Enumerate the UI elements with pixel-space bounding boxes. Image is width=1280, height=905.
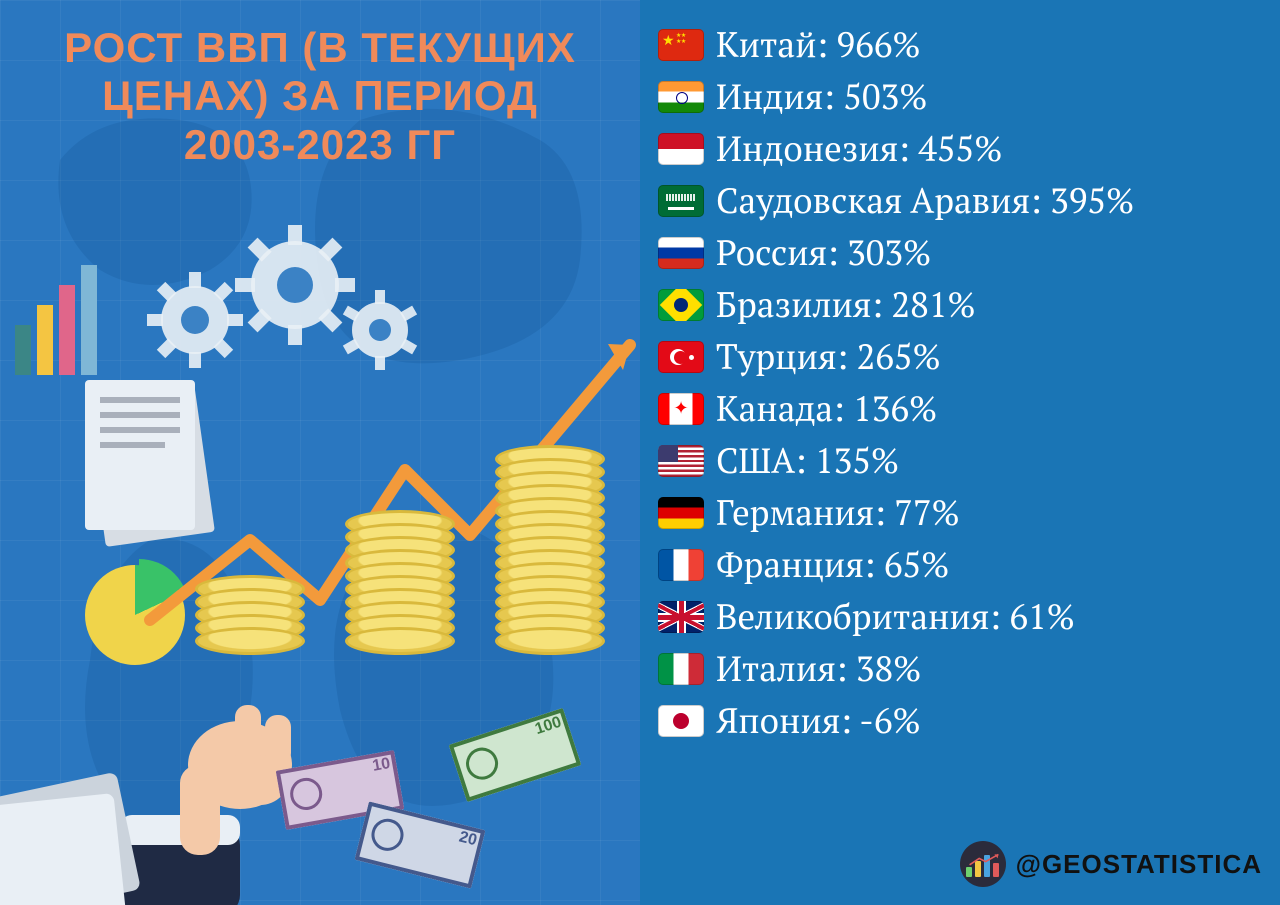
country-row: Канада: 136% (658, 386, 1262, 432)
country-label: США: 135% (716, 438, 899, 484)
country-label: Италия: 38% (716, 646, 921, 692)
country-label: Япония: -6% (716, 698, 921, 744)
right-panel: Китай: 966% Индия: 503% Индонезия: 455% Сау… (640, 0, 1280, 905)
flag-br-icon (658, 289, 704, 321)
bill-denomination: 10 (371, 755, 392, 776)
flag-sa-icon (658, 185, 704, 217)
country-label: Индия: 503% (716, 74, 927, 120)
folder-icon (0, 745, 150, 905)
mini-bar-chart-icon (15, 255, 105, 375)
country-label: Франция: 65% (716, 542, 949, 588)
country-label: Россия: 303% (716, 230, 931, 276)
country-row: Индия: 503% (658, 74, 1262, 120)
country-row: Россия: 303% (658, 230, 1262, 276)
coin-stack (345, 510, 455, 668)
flag-jp-icon (658, 705, 704, 737)
title-line: РОСТ ВВП (В ТЕКУЩИХ (30, 24, 610, 72)
country-row: Франция: 65% (658, 542, 1262, 588)
coin-stack (195, 575, 305, 668)
country-row: Япония: -6% (658, 698, 1262, 744)
title-line: ЦЕНАХ) ЗА ПЕРИОД (30, 72, 610, 120)
flag-in-icon (658, 81, 704, 113)
country-row: США: 135% (658, 438, 1262, 484)
flag-it-icon (658, 653, 704, 685)
country-label: Бразилия: 281% (716, 282, 976, 328)
infographic-title: РОСТ ВВП (В ТЕКУЩИХ ЦЕНАХ) ЗА ПЕРИОД 200… (0, 0, 640, 169)
bill-denomination: 100 (533, 714, 564, 739)
source-logo-icon (960, 841, 1006, 887)
country-label: Китай: 966% (716, 22, 921, 68)
country-row: Турция: 265% (658, 334, 1262, 380)
coin-stack (495, 445, 605, 668)
flag-cn-icon (658, 29, 704, 61)
title-line: 2003-2023 ГГ (30, 121, 610, 169)
country-row: Великобритания: 61% (658, 594, 1262, 640)
flag-de-icon (658, 497, 704, 529)
country-list: Китай: 966% Индия: 503% Индонезия: 455% Сау… (658, 22, 1262, 833)
bill-denomination: 20 (457, 829, 479, 851)
flag-fr-icon (658, 549, 704, 581)
country-row: Саудовская Аравия: 395% (658, 178, 1262, 224)
country-label: Индонезия: 455% (716, 126, 1002, 172)
country-row: Китай: 966% (658, 22, 1262, 68)
flag-id-icon (658, 133, 704, 165)
country-label: Турция: 265% (716, 334, 941, 380)
country-row: Италия: 38% (658, 646, 1262, 692)
country-label: Великобритания: 61% (716, 594, 1075, 640)
left-panel: РОСТ ВВП (В ТЕКУЩИХ ЦЕНАХ) ЗА ПЕРИОД 200… (0, 0, 640, 905)
source-handle: @GEOSTATISTICA (1016, 849, 1262, 880)
flag-gb-icon (658, 601, 704, 633)
country-label: Саудовская Аравия: 395% (716, 178, 1134, 224)
country-row: Бразилия: 281% (658, 282, 1262, 328)
flag-tr-icon (658, 341, 704, 373)
footer: @GEOSTATISTICA (658, 833, 1262, 887)
country-label: Германия: 77% (716, 490, 960, 536)
country-row: Германия: 77% (658, 490, 1262, 536)
country-label: Канада: 136% (716, 386, 937, 432)
flag-ru-icon (658, 237, 704, 269)
country-row: Индонезия: 455% (658, 126, 1262, 172)
flag-us-icon (658, 445, 704, 477)
flag-ca-icon (658, 393, 704, 425)
